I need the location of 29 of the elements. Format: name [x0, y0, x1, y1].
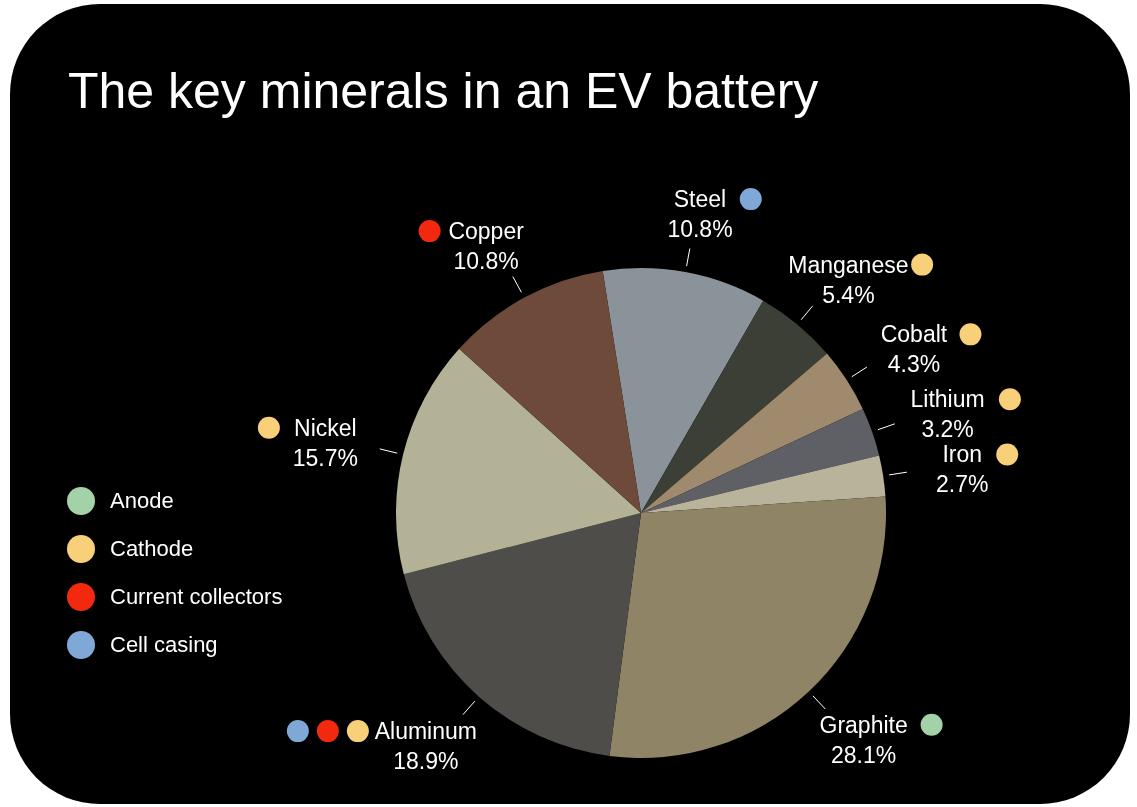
slice-label: Steel	[673, 186, 727, 213]
pie-slice	[641, 353, 863, 513]
slice-label: Aluminum	[374, 718, 477, 745]
pie-slice	[602, 268, 764, 513]
chart-title: The key minerals in an EV battery	[68, 62, 819, 120]
slice-label: Nickel	[294, 414, 357, 441]
data-label: 4.3%	[887, 351, 941, 378]
data-label: 10.8%	[453, 248, 519, 275]
slice-label: Iron	[942, 441, 983, 468]
slice-label: Cobalt	[880, 321, 948, 348]
data-label: 3.2%	[921, 416, 974, 443]
text: Anode	[110, 488, 174, 514]
data-label: 2.7%	[936, 471, 989, 498]
pie-slice	[641, 408, 880, 513]
data-label: 28.1%	[831, 741, 897, 768]
pie-slice	[641, 455, 886, 513]
slice-label: Manganese	[788, 251, 909, 278]
slice-label: Lithium	[910, 386, 985, 413]
data-label: 10.8%	[667, 216, 733, 243]
text: Current collectors	[110, 584, 283, 610]
pie-slice	[396, 348, 641, 575]
slice-label: Copper	[448, 218, 525, 245]
slice-label: Graphite	[819, 711, 908, 738]
text: Cathode	[110, 536, 194, 562]
pie-slice	[459, 271, 641, 513]
data-label: 18.9%	[393, 748, 459, 775]
text: Cell casing	[110, 632, 218, 658]
data-label: 15.7%	[292, 444, 358, 471]
data-label: 5.4%	[822, 281, 875, 308]
